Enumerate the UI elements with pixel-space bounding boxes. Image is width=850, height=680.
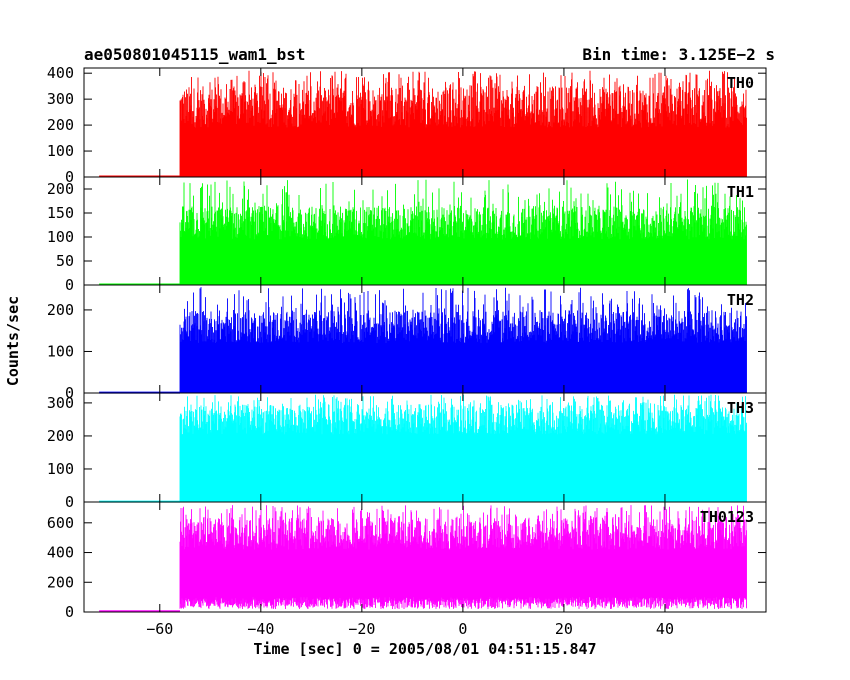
panel-label-th0123: TH0123 xyxy=(700,508,754,526)
y-tick-label: 200 xyxy=(47,427,74,445)
series-th2 xyxy=(179,287,747,393)
y-tick-label: 300 xyxy=(47,90,74,108)
panel-frame xyxy=(83,501,767,613)
x-tick-label: −60 xyxy=(146,620,173,638)
panel-label-th2: TH2 xyxy=(727,291,754,309)
y-tick-label: 0 xyxy=(65,276,74,294)
y-tick-label: 100 xyxy=(47,460,74,478)
y-tick-label: 200 xyxy=(47,180,74,198)
y-axis-label: Counts/sec xyxy=(4,296,22,386)
panel-th3: 0 100 200 300 TH3 xyxy=(47,392,767,511)
y-tick-label: 150 xyxy=(47,204,74,222)
series-th3 xyxy=(179,394,747,502)
x-tick-label: 40 xyxy=(656,620,674,638)
y-tick-label: 100 xyxy=(47,228,74,246)
panel-label-th1: TH1 xyxy=(727,183,754,201)
y-tick-label: 0 xyxy=(65,384,74,402)
chart-title-right: Bin time: 3.125E−2 s xyxy=(582,45,775,64)
series-th0123 xyxy=(179,505,747,609)
y-tick-label: 600 xyxy=(47,514,74,532)
panel-th2: 0 100 200 TH2 xyxy=(47,284,767,402)
y-tick-label: 0 xyxy=(65,168,74,186)
y-tick-label: 0 xyxy=(65,603,74,621)
panel-th0123: 0 200 400 600 TH0123 xyxy=(47,501,767,621)
panel-th0: 0 100 200 300 400 TH0 xyxy=(47,64,767,186)
y-tick-label: 50 xyxy=(56,252,74,270)
y-tick-label: 0 xyxy=(65,493,74,511)
y-tick-label: 200 xyxy=(47,301,74,319)
chart-title-left: ae050801045115_wam1_bst xyxy=(84,45,306,64)
y-tick-label: 100 xyxy=(47,342,74,360)
panel-th1: 0 50 100 150 200 TH1 xyxy=(47,176,767,294)
panel-label-th0: TH0 xyxy=(727,74,754,92)
x-tick-label: 0 xyxy=(458,620,467,638)
y-tick-label: 400 xyxy=(47,64,74,82)
y-tick-label: 200 xyxy=(47,116,74,134)
x-tick-label: −20 xyxy=(348,620,375,638)
x-axis: −60 −40 −20 0 20 40 xyxy=(146,620,674,638)
series-th0 xyxy=(179,70,747,177)
y-tick-label: 200 xyxy=(47,573,74,591)
panel-label-th3: TH3 xyxy=(727,399,754,417)
y-tick-label: 100 xyxy=(47,142,74,160)
series-th1 xyxy=(179,179,747,285)
x-tick-label: −40 xyxy=(247,620,274,638)
y-tick-label: 300 xyxy=(47,394,74,412)
y-tick-label: 400 xyxy=(47,544,74,562)
x-tick-label: 20 xyxy=(555,620,573,638)
x-axis-label: Time [sec] 0 = 2005/08/01 04:51:15.847 xyxy=(253,640,596,658)
